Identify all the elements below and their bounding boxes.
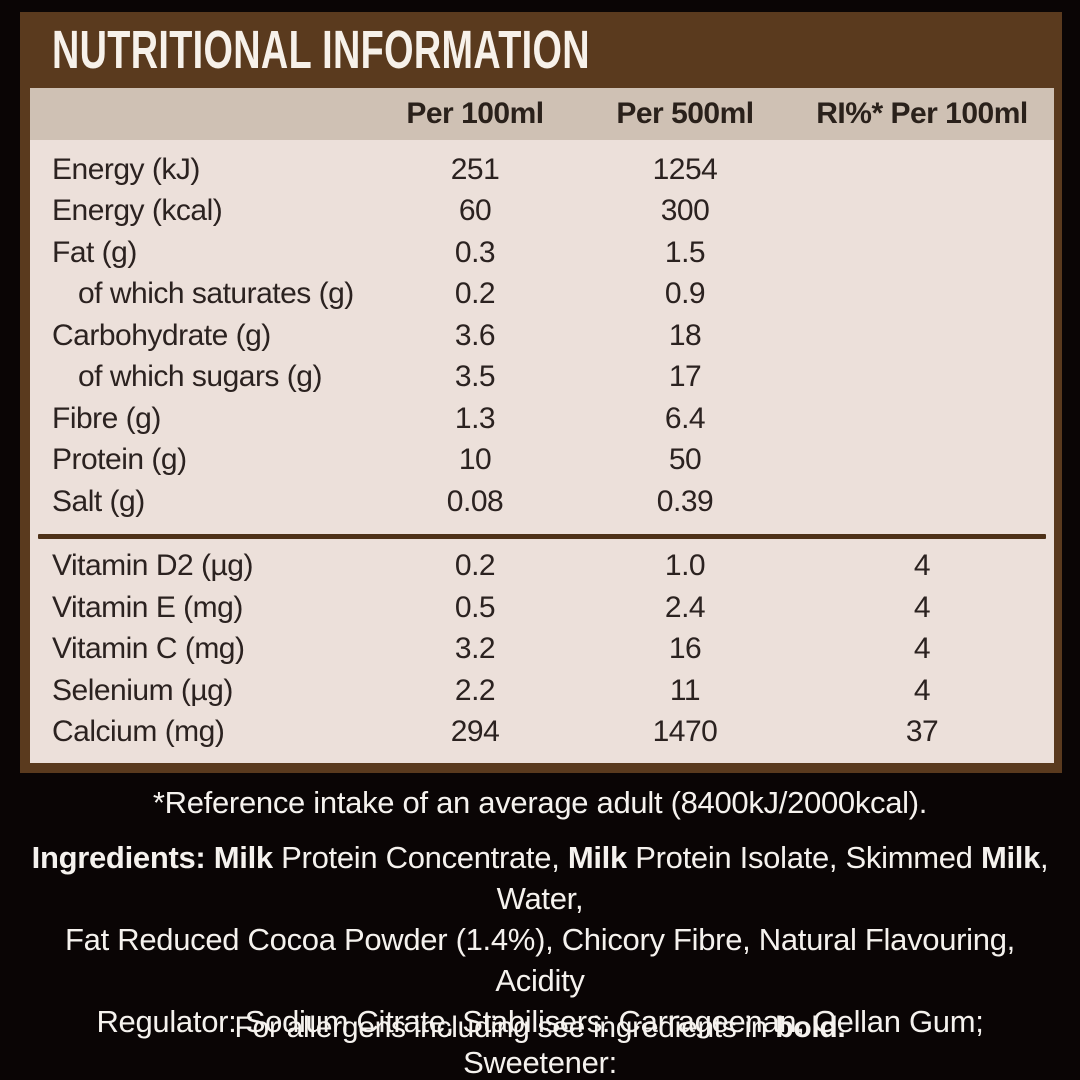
value-ri-percent: 4: [913, 632, 931, 666]
section-divider: [38, 533, 1046, 539]
value-per-100ml: 3.5: [454, 360, 496, 394]
value-per-500ml: 50: [668, 443, 702, 477]
value-per-500ml: 0.39: [656, 484, 714, 518]
table-row: of which saturates (g) 0.2 0.9: [30, 274, 1054, 316]
reference-intake-note: *Reference intake of an average adult (8…: [152, 785, 928, 820]
ingredients-line: Fat Reduced Cocoa Powder (1.4%), Chicory…: [65, 922, 1015, 998]
value-per-100ml: 251: [450, 152, 500, 186]
value-per-100ml: 3.6: [454, 318, 496, 352]
table-header-row: Per 100ml Per 500ml RI%* Per 100ml: [30, 88, 1054, 140]
ingredients-line: Regulator: Sodium Citrate, Stabilisers: …: [96, 1004, 984, 1080]
value-per-500ml: 6.4: [664, 401, 706, 435]
table-row: Fat (g) 0.3 1.5: [30, 232, 1054, 274]
table-row: Energy (kcal) 60 300: [30, 191, 1054, 233]
value-per-500ml: 2.4: [664, 590, 706, 624]
nutrient-label: Fibre (g): [52, 401, 161, 435]
value-per-100ml: 2.2: [454, 673, 496, 707]
nutrient-label: Energy (kJ): [52, 152, 200, 186]
page-title: NUTRITIONAL INFORMATION: [52, 20, 590, 80]
value-per-500ml: 1470: [652, 715, 718, 749]
panel-title-bar: NUTRITIONAL INFORMATION: [20, 12, 1062, 88]
nutrient-label: Vitamin E (mg): [52, 590, 243, 624]
value-per-100ml: 1.3: [454, 401, 496, 435]
header-per-500ml: Per 500ml: [616, 97, 754, 130]
table-row: Fibre (g) 1.3 6.4: [30, 398, 1054, 440]
nutrient-label: Vitamin D2 (µg): [52, 549, 253, 583]
nutrient-label: Fat (g): [52, 235, 137, 269]
value-per-100ml: 0.2: [454, 549, 496, 583]
table-row: Energy (kJ) 251 1254: [30, 149, 1054, 191]
value-per-100ml: 0.3: [454, 235, 496, 269]
table-row: Vitamin C (mg) 3.2 16 4: [30, 629, 1054, 671]
table-row: Carbohydrate (g) 3.6 18: [30, 315, 1054, 357]
table-row: Vitamin D2 (µg) 0.2 1.0 4: [30, 546, 1054, 588]
table-row: of which sugars (g) 3.5 17: [30, 357, 1054, 399]
table-row: Calcium (mg) 294 1470 37: [30, 712, 1054, 754]
nutrient-label: Calcium (mg): [52, 715, 225, 749]
value-per-500ml: 16: [668, 632, 702, 666]
ingredients-line: Ingredients: Milk Protein Concentrate, M…: [31, 840, 1049, 916]
value-per-500ml: 1.0: [664, 549, 706, 583]
nutrient-label: Carbohydrate (g): [52, 318, 271, 352]
value-per-500ml: 0.9: [664, 277, 706, 311]
nutrient-label: Vitamin C (mg): [52, 632, 245, 666]
value-per-500ml: 18: [668, 318, 702, 352]
value-per-100ml: 60: [458, 194, 492, 228]
value-ri-percent: 4: [913, 549, 931, 583]
value-per-100ml: 0.08: [446, 484, 504, 518]
value-per-100ml: 3.2: [454, 632, 496, 666]
value-ri-percent: 4: [913, 590, 931, 624]
value-per-100ml: 10: [458, 443, 492, 477]
value-per-500ml: 1.5: [664, 235, 706, 269]
value-ri-percent: 37: [905, 715, 939, 749]
table-row: Salt (g) 0.08 0.39: [30, 481, 1054, 523]
nutrition-table: Per 100ml Per 500ml RI%* Per 100ml Energ…: [30, 88, 1054, 763]
value-per-100ml: 0.2: [454, 277, 496, 311]
table-row: Protein (g) 10 50: [30, 440, 1054, 482]
value-per-500ml: 11: [669, 673, 701, 707]
table-row: Vitamin E (mg) 0.5 2.4 4: [30, 587, 1054, 629]
nutrient-label: of which saturates (g): [78, 277, 354, 311]
nutrient-label: of which sugars (g): [78, 360, 322, 394]
header-ri-per-100ml: RI%* Per 100ml: [816, 97, 1028, 130]
value-per-500ml: 17: [668, 360, 702, 394]
value-per-100ml: 0.5: [454, 590, 496, 624]
table-row: Selenium (µg) 2.2 11 4: [30, 670, 1054, 712]
value-per-100ml: 294: [450, 715, 500, 749]
nutrition-panel: NUTRITIONAL INFORMATION Per 100ml Per 50…: [20, 12, 1062, 773]
value-ri-percent: 4: [913, 673, 931, 707]
value-per-500ml: 300: [660, 194, 710, 228]
value-per-500ml: 1254: [652, 152, 718, 186]
header-per-100ml: Per 100ml: [406, 97, 544, 130]
nutrient-rows-section: Energy (kJ) 251 1254 Energy (kcal) 60 300 Fat …: [30, 149, 1054, 523]
allergen-note: For allergens including see ingredients …: [234, 1011, 846, 1044]
ingredients-text: Ingredients: Milk Protein Concentrate, M…: [20, 837, 1060, 1080]
vitamin-rows-section: Vitamin D2 (µg) 0.2 1.0 4 Vitamin E (mg) 0.5 2…: [30, 546, 1054, 754]
nutrient-label: Selenium (µg): [52, 673, 233, 707]
nutrient-label: Salt (g): [52, 484, 145, 518]
nutrient-label: Protein (g): [52, 443, 187, 477]
table-body: Energy (kJ) 251 1254 Energy (kcal) 60 300 Fat …: [30, 140, 1054, 763]
nutrient-label: Energy (kcal): [52, 194, 223, 228]
